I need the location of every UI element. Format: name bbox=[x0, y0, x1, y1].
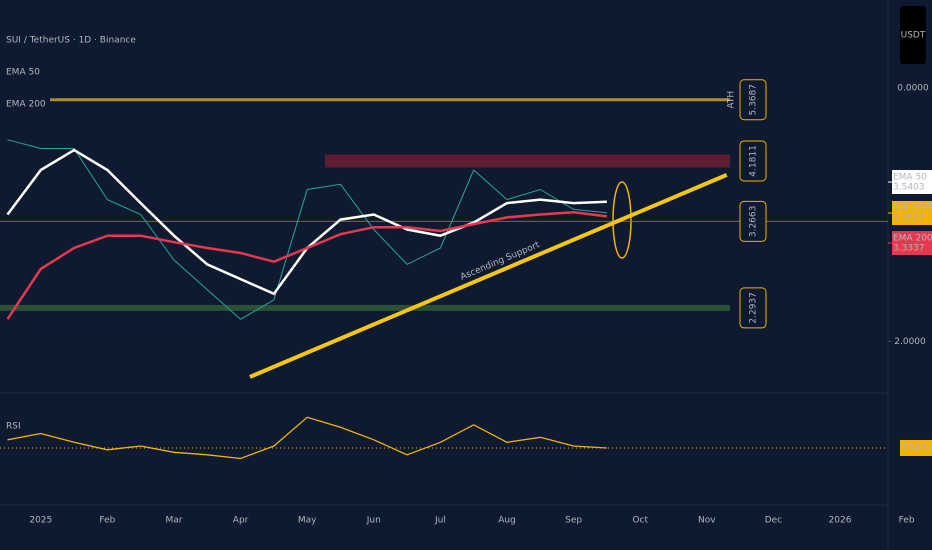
series-line bbox=[7, 139, 607, 320]
trendline bbox=[249, 173, 728, 379]
price-label-name: SUIUSDT bbox=[893, 204, 932, 214]
price-label-name: EMA 200 bbox=[893, 234, 932, 244]
x-tick-label: 2026 bbox=[829, 516, 852, 526]
price-label-name: EMA 50 bbox=[893, 173, 927, 183]
x-tick-label: Feb bbox=[899, 516, 915, 526]
x-tick-label: Dec bbox=[765, 516, 782, 526]
level-label: 4.1811 bbox=[749, 145, 759, 177]
level-name: ATH bbox=[727, 91, 737, 109]
series-line bbox=[7, 416, 607, 460]
price-label-box bbox=[892, 231, 932, 255]
price-label-box bbox=[892, 170, 932, 194]
currency-badge-box bbox=[900, 6, 926, 64]
x-tick-label: Feb bbox=[99, 516, 115, 526]
level-label-box bbox=[739, 79, 767, 121]
level-label-box bbox=[739, 287, 767, 329]
level-band bbox=[50, 98, 730, 102]
highlight-circle bbox=[612, 181, 632, 259]
x-tick-label: Oct bbox=[632, 516, 648, 526]
price-label-box bbox=[892, 201, 932, 225]
x-tick-label: 2025 bbox=[29, 516, 52, 526]
level-band bbox=[0, 304, 730, 311]
x-tick-label: Aug bbox=[498, 516, 516, 526]
level-band bbox=[0, 220, 888, 222]
legend-rsi: RSI bbox=[6, 422, 21, 432]
rsi-label-value: 43.41 bbox=[915, 443, 932, 453]
currency-badge: USDT bbox=[901, 31, 926, 41]
x-tick-label: Mar bbox=[166, 516, 183, 526]
level-label: 3.2663 bbox=[749, 206, 759, 238]
legend-ema50: EMA 50 bbox=[6, 68, 40, 78]
x-tick-label: Sep bbox=[565, 516, 582, 526]
level-label-box bbox=[739, 140, 767, 182]
series-line bbox=[6, 211, 608, 320]
y-tick-label: 2.0000 bbox=[894, 337, 926, 347]
currency-value: 0.0000 bbox=[897, 84, 929, 94]
level-label: 2.2937 bbox=[749, 292, 759, 324]
symbol-title: SUI / TetherUS · 1D · Binance bbox=[6, 36, 136, 46]
legend-ema200: EMA 200 bbox=[6, 100, 46, 110]
x-tick-label: Apr bbox=[233, 516, 249, 526]
level-band bbox=[325, 154, 730, 168]
price-label-value: 3.5403 bbox=[893, 183, 925, 193]
x-tick-label: Jul bbox=[434, 516, 446, 526]
x-tick-label: May bbox=[298, 516, 317, 526]
x-tick-label: Jun bbox=[366, 516, 381, 526]
level-label-box bbox=[739, 200, 767, 242]
price-label-value: 3.3827 bbox=[893, 214, 925, 224]
level-label: 5.3687 bbox=[749, 84, 759, 116]
rsi-label-name: RSI bbox=[902, 443, 917, 453]
rsi-label-box bbox=[900, 439, 932, 456]
x-tick-label: Nov bbox=[698, 516, 716, 526]
price-label-value: 3.3337 bbox=[893, 244, 925, 254]
